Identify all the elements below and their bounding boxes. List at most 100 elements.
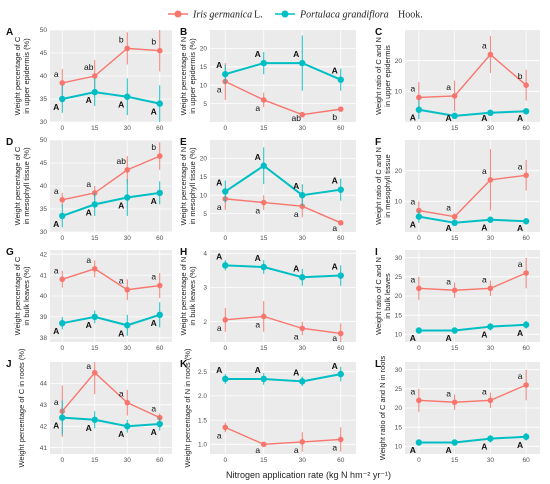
panel-i-significance-label: a xyxy=(482,274,487,284)
panel-a-data-point xyxy=(91,73,98,79)
panel-k-data-point xyxy=(260,441,267,448)
panel-g-series-portulaca: A A A A xyxy=(53,302,163,338)
panel-c-data-point xyxy=(416,94,422,101)
panel-a-data-point xyxy=(91,88,98,96)
panel-d-data-point xyxy=(124,194,131,201)
panel-c-xtick-label: 0 xyxy=(417,125,421,132)
legend-portulaca-suffix: Hook. xyxy=(398,10,423,21)
panel-j-data-point xyxy=(156,420,163,428)
panel-j-significance-label: A xyxy=(53,421,59,431)
panel-d-data-point xyxy=(156,153,163,159)
panel-c-y-axis-label-line: Weight ratio of C and N xyxy=(374,37,383,115)
panel-k-significance-label: a xyxy=(217,430,222,440)
panel-i-significance-label: A xyxy=(446,333,452,343)
panel-h-xtick-label: 30 xyxy=(299,345,307,352)
panel-j-data-point xyxy=(59,414,66,421)
panel-l-significance-label: a xyxy=(518,371,523,381)
panel-i-xtick-label: 15 xyxy=(451,345,459,352)
panel-a-tag: A xyxy=(6,27,13,38)
panel-e-y-axis-label-line: in mesophyll tissue (%) xyxy=(188,147,197,225)
panel-b-xtick-label: 60 xyxy=(337,125,345,132)
panel-g-significance-label: A xyxy=(53,326,59,336)
panel-i-significance-label: A xyxy=(410,333,416,343)
panel-k-series-portulaca: A A AA xyxy=(216,361,344,387)
panel-d-series-line xyxy=(61,191,160,217)
panel-l-xtick-label: 30 xyxy=(487,457,495,464)
panel-b-significance-label: b xyxy=(332,112,337,122)
panel-i-ytick-label: 10 xyxy=(395,332,403,339)
panel-g-ytick-label: 38 xyxy=(40,335,48,342)
panel-c-significance-label: b xyxy=(518,71,523,81)
panel-b-ytick-label: 15 xyxy=(200,64,208,71)
panel-f-background xyxy=(405,140,540,232)
panel-b-series-line xyxy=(224,62,342,81)
panel-l-ytick-label: 10 xyxy=(395,444,403,451)
panel-h-series-iris: a a a a xyxy=(217,301,344,343)
panel-h-ytick-label: 2 xyxy=(203,319,207,326)
panel-d-series-portulaca: A A A A xyxy=(53,179,163,229)
panel-a-xtick-label: 60 xyxy=(156,125,164,132)
legend-item-iris: Iris germanica L. xyxy=(168,10,263,21)
panel-h-data-point xyxy=(260,263,267,271)
panel-g-data-point xyxy=(156,282,163,289)
panel-f-xtick-label: 60 xyxy=(523,235,531,242)
panel-e-significance-label: a xyxy=(255,206,260,216)
panel-d-data-point xyxy=(59,212,66,220)
panel-c-significance-label: A xyxy=(410,113,416,123)
panel-i-ytick-label: 25 xyxy=(395,274,403,281)
panel-a-significance-label: b xyxy=(151,37,156,47)
panel-h: 2 3 4 0 15 30 60 Weight percentage of Nin bulk … xyxy=(179,247,356,352)
panel-h-data-point xyxy=(337,272,344,279)
panel-h-series-line xyxy=(225,264,341,279)
panel-f-xtick-label: 15 xyxy=(451,235,459,242)
panel-e-significance-label: A xyxy=(216,178,222,188)
panel-h-tag: H xyxy=(180,247,187,258)
panel-k-significance-label: a xyxy=(332,442,337,452)
panel-i-data-point xyxy=(451,327,458,334)
panel-b-data-point xyxy=(260,97,267,103)
panel-g-y-axis-label-line: in bulk leaves (%) xyxy=(22,266,31,326)
panel-d-y-axis-label-line: in mesophyll tissue (%) xyxy=(22,147,31,225)
panel-i-data-point xyxy=(415,327,423,334)
panel-l-significance-label: A xyxy=(481,442,487,452)
panel-j-ytick-label: 41 xyxy=(40,445,48,452)
panel-c-data-point xyxy=(415,106,423,113)
panel-f-significance-label: A xyxy=(410,220,416,230)
panel-l-significance-label: a xyxy=(446,388,451,398)
panel-a-xtick-label: 0 xyxy=(60,125,64,132)
panel-f-ytick-label: 20 xyxy=(395,168,403,175)
panel-l-ytick-label: 25 xyxy=(395,386,403,393)
panel-d-significance-label: A xyxy=(118,201,124,211)
panel-j-data-point xyxy=(124,399,131,406)
panel-c-significance-label: a xyxy=(482,41,487,51)
panel-b-significance-label: A xyxy=(255,49,261,59)
panel-a-xtick-label: 30 xyxy=(124,125,132,132)
panel-c-series-line xyxy=(418,108,527,117)
panel-h-y-axis-label-line: in bulk leaves (%) xyxy=(188,266,197,326)
panel-a-significance-label: ab xyxy=(84,62,94,72)
panel-h-significance-label: a xyxy=(255,319,260,329)
panel-f-significance-label: a xyxy=(482,166,487,176)
panel-e-data-point xyxy=(337,220,344,226)
panel-g-ytick-label: 41 xyxy=(40,272,48,279)
panel-k-significance-label: A xyxy=(332,361,338,371)
panel-a-ytick-label: 30 xyxy=(40,119,48,126)
panel-g-ytick-label: 39 xyxy=(40,314,48,321)
panel-l-ytick-label: 30 xyxy=(395,367,403,374)
panel-e-data-point xyxy=(260,162,267,169)
panel-h-ytick-label: 3 xyxy=(203,285,207,292)
panel-l-significance-label: a xyxy=(411,386,416,396)
panel-l-significance-label: A xyxy=(517,440,523,450)
panel-h-significance-label: a xyxy=(332,333,337,343)
panel-e-ytick-label: 5 xyxy=(203,211,207,218)
panel-b-ytick-label: 5 xyxy=(203,101,207,108)
panel-j-background xyxy=(50,362,172,454)
panel-j-ytick-label: 44 xyxy=(40,381,48,388)
panel-i-y-axis-label-line: in bulk leaves xyxy=(383,273,392,319)
panel-h-series-portulaca: A A A A xyxy=(216,251,344,286)
panel-g-significance-label: a xyxy=(119,276,124,286)
panel-i-tag: I xyxy=(375,247,378,258)
panel-c-significance-label: a xyxy=(446,82,451,92)
panel-c-ytick-label: 20 xyxy=(395,58,403,65)
